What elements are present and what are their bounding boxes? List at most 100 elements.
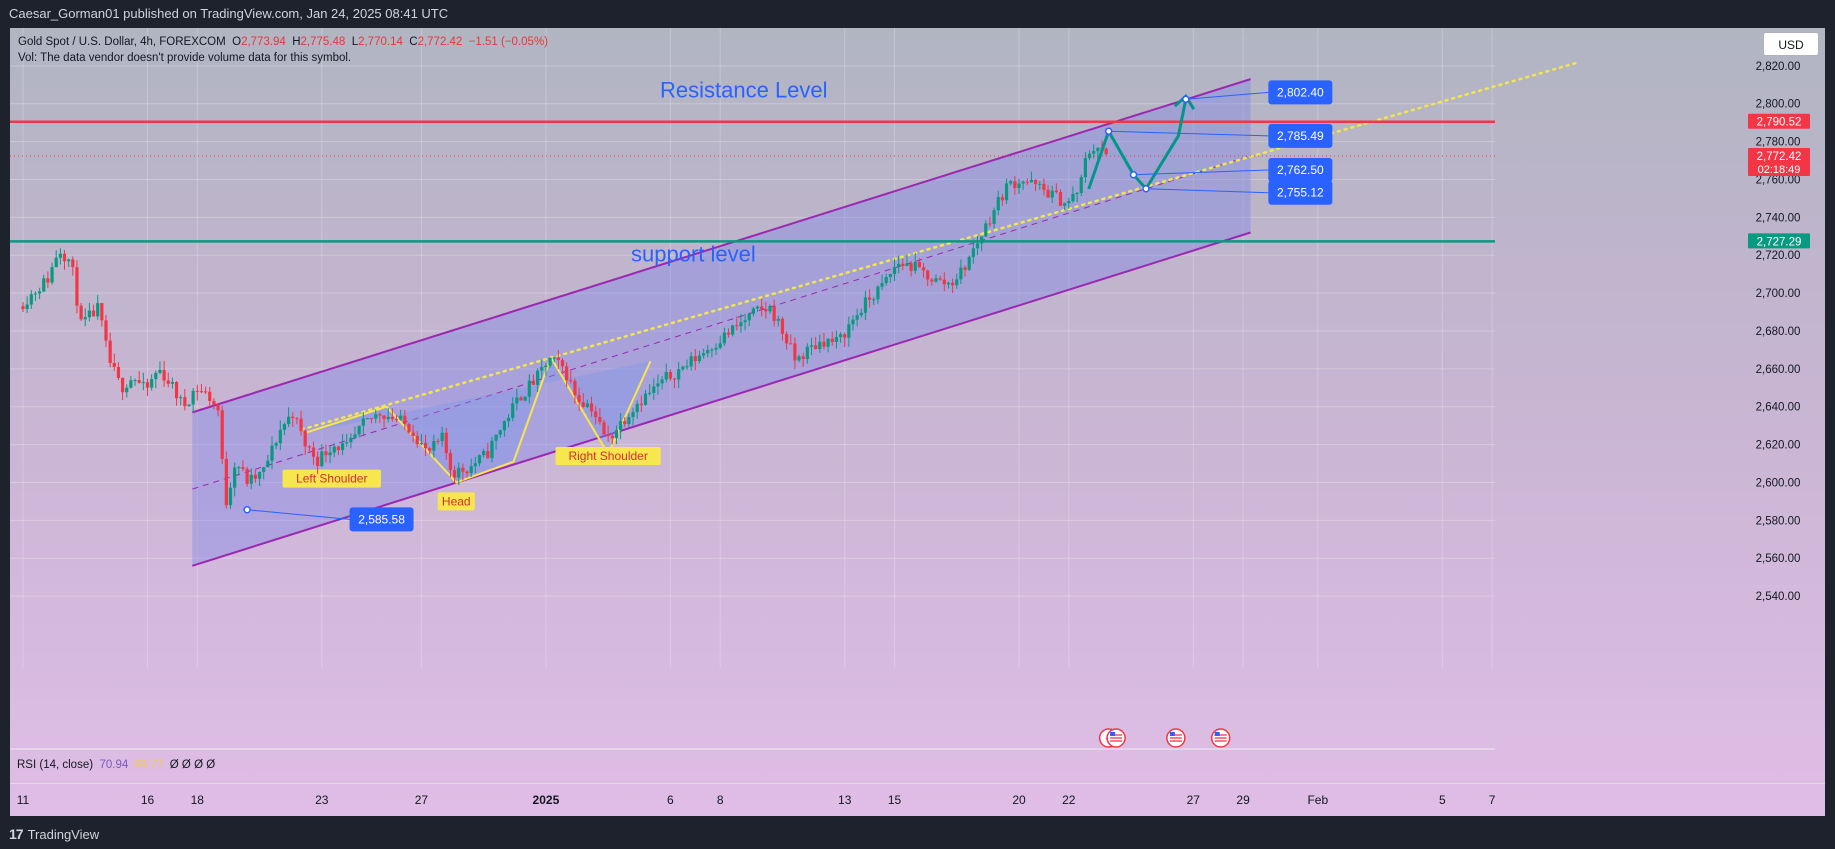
candle-body: [1083, 158, 1087, 178]
currency-button[interactable]: USD: [1763, 32, 1819, 56]
publisher-bar: Caesar_Gorman01 published on TradingView…: [0, 0, 1835, 28]
candle-body: [257, 471, 262, 479]
candle-body: [299, 418, 303, 431]
close-value: 2,772.42: [417, 36, 463, 48]
last-price-tag[interactable]: [1748, 147, 1810, 176]
candle-body: [71, 259, 75, 268]
candle-body: [1000, 197, 1004, 201]
candle-body: [718, 343, 722, 348]
price-axis[interactable]: 2,540.00 2,560.00 2,580.00 2,600.00 2,620.00…: [1748, 61, 1810, 603]
time-axis[interactable]: 11 16 18 23 27 2025 6 8 13 15 20 22 27 29 Feb 5 7: [10, 783, 1825, 807]
candle-body: [311, 447, 316, 457]
callout-anchor[interactable]: [1182, 95, 1190, 103]
candle-body: [121, 377, 125, 393]
candle-body: [332, 446, 336, 453]
candle-body: [643, 393, 648, 405]
candle-body: [926, 270, 930, 280]
candle-body: [204, 391, 208, 393]
time-tick-label: Feb: [1307, 793, 1328, 807]
horizontal-levels[interactable]: Resistance Level support level: [10, 78, 1495, 267]
callout-anchor[interactable]: [243, 506, 251, 514]
grid: [10, 28, 1495, 668]
candle-body: [1025, 181, 1029, 183]
callout-box[interactable]: [349, 507, 414, 532]
time-tick-label: 8: [717, 793, 724, 807]
candle-body: [880, 283, 884, 287]
price-tick-label: 2,660.00: [1756, 364, 1801, 376]
candle-body: [722, 332, 726, 344]
candle-body: [868, 297, 872, 300]
candle-body: [386, 416, 390, 420]
candle-body: [46, 278, 50, 283]
flag-canton: [1169, 732, 1175, 736]
callout-box[interactable]: [1268, 158, 1333, 183]
support-price-tag[interactable]: [1748, 233, 1810, 249]
tradingview-logo[interactable]: 17 TradingView: [9, 826, 99, 842]
head-and-shoulders-pattern[interactable]: Left Shoulder Head Right Shoulder: [282, 355, 661, 511]
channel-upper-line[interactable]: [192, 78, 1251, 414]
candle-body: [498, 430, 502, 435]
volume-note: Vol: The data vendor doesn't provide vol…: [18, 52, 352, 64]
callout-anchor[interactable]: [1104, 127, 1113, 135]
pattern-label: Left Shoulder: [296, 472, 367, 486]
candle-body: [548, 357, 552, 366]
candle-body: [917, 261, 921, 268]
candle-body: [859, 312, 863, 316]
candle-body: [739, 322, 743, 327]
dotted-trendline[interactable]: [300, 60, 1581, 431]
candle-body: [905, 263, 909, 266]
candle-body: [220, 410, 224, 459]
candle-body: [25, 304, 29, 310]
rsi-extra-values: Ø Ø Ø Ø: [169, 759, 216, 771]
pattern-label-box[interactable]: [555, 446, 661, 465]
candle-body: [863, 297, 868, 313]
resistance-price-tag[interactable]: [1748, 113, 1810, 129]
candle-body: [349, 437, 353, 443]
symbol-name[interactable]: Gold Spot / U.S. Dollar, 4h, FOREXCOM: [18, 36, 226, 48]
candle-body: [892, 267, 897, 275]
candle-body: [540, 367, 544, 371]
callout-box[interactable]: [1268, 180, 1333, 205]
callout-anchor[interactable]: [1142, 184, 1150, 193]
pattern-label-box[interactable]: [437, 492, 475, 511]
callout-box[interactable]: [1268, 123, 1333, 148]
channel-mid-line[interactable]: [192, 155, 1251, 490]
candle-body: [473, 463, 477, 467]
rsi-pane: [10, 748, 1495, 750]
candle-body: [565, 366, 569, 381]
high-value: 2,775.48: [300, 36, 346, 48]
candle-body: [772, 305, 776, 321]
price-tick-label: 2,760.00: [1756, 174, 1801, 186]
rsi-label[interactable]: RSI (14, close): [17, 759, 94, 771]
candle-body: [411, 432, 415, 436]
price-channel[interactable]: [192, 60, 1581, 567]
price-callouts[interactable]: 2,585.58 2,802.40 2,785.49 2,762.50 2,755.12: [243, 80, 1333, 532]
candle-body: [872, 299, 876, 301]
candle-body: [967, 256, 971, 270]
candle-body: [619, 421, 623, 431]
pattern-label-box[interactable]: [282, 469, 381, 488]
candle-body: [826, 338, 830, 347]
event-markers[interactable]: [1098, 728, 1231, 748]
callout-anchor[interactable]: [1129, 171, 1138, 179]
chart-frame[interactable]: Left Shoulder Head Right Shoulder Resistan…: [10, 28, 1825, 816]
rsi-ma-value: 68.77: [134, 759, 164, 771]
callout-connector: [247, 509, 350, 520]
price-chart[interactable]: Left Shoulder Head Right Shoulder Resistan…: [10, 28, 1825, 816]
candle-body: [382, 415, 386, 420]
callout-connector: [1133, 169, 1269, 176]
candle-body: [652, 386, 656, 393]
candle-body: [681, 366, 685, 370]
forecast-line[interactable]: [1087, 98, 1188, 191]
candle-body: [303, 430, 307, 447]
candle-body: [54, 257, 58, 268]
candle-body: [158, 369, 162, 373]
callout-box[interactable]: [1268, 80, 1333, 105]
candle-body: [726, 332, 731, 335]
candle-body: [1021, 181, 1025, 184]
support-label: support level: [631, 241, 756, 266]
candle-body: [195, 390, 199, 392]
candle-body: [33, 293, 38, 295]
candle-body: [743, 320, 747, 323]
candle-body: [253, 474, 257, 479]
